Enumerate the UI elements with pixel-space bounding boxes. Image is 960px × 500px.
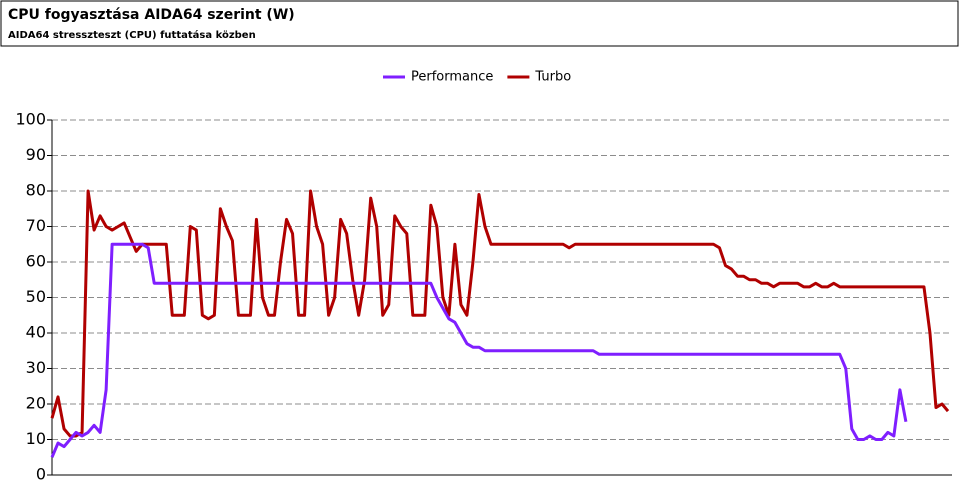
series-line (50, 242, 908, 458)
y-tick-label: 30 (26, 358, 46, 377)
y-tick-label: 60 (26, 252, 46, 271)
y-tick-label: 90 (26, 145, 46, 164)
y-tick-label: 80 (26, 181, 46, 200)
series-line (50, 189, 950, 438)
y-tick-label: 40 (26, 323, 46, 342)
y-tick-label: 100 (15, 110, 46, 129)
y-tick-label: 10 (26, 429, 46, 448)
y-tick-label: 0 (36, 465, 46, 484)
legend-label: Performance (411, 70, 493, 85)
y-tick-label: 20 (26, 394, 46, 413)
chart-subtitle: AIDA64 stresszteszt (CPU) futtatása közb… (8, 29, 256, 41)
y-tick-label: 70 (26, 216, 46, 235)
y-tick-label: 50 (26, 287, 46, 306)
legend-label: Turbo (534, 70, 571, 85)
chart-title: CPU fogyasztása AIDA64 szerint (W) (8, 7, 295, 23)
legend: Performance Turbo (383, 70, 571, 85)
header-box (0, 0, 959, 47)
